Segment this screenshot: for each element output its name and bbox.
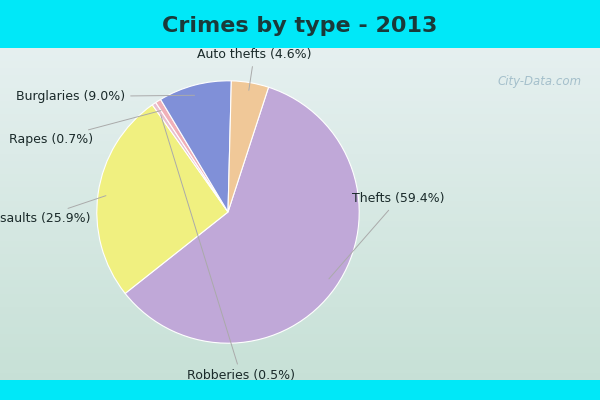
Bar: [0, 201, 600, 207]
Text: Auto thefts (4.6%): Auto thefts (4.6%): [197, 48, 311, 90]
Bar: [0, 347, 600, 354]
Bar: [0, 373, 600, 380]
Wedge shape: [156, 100, 228, 212]
Bar: [0, 207, 600, 214]
Bar: [0, 334, 600, 340]
Wedge shape: [161, 81, 232, 212]
Wedge shape: [228, 81, 269, 212]
Bar: [0, 307, 600, 314]
Bar: [0, 88, 600, 94]
Bar: [0, 74, 600, 81]
Bar: [0, 128, 600, 134]
Bar: [0, 314, 600, 320]
Text: Rapes (0.7%): Rapes (0.7%): [9, 110, 161, 146]
Bar: [0, 367, 600, 373]
Bar: [0, 61, 600, 68]
Bar: [0, 240, 600, 247]
Bar: [0, 300, 600, 307]
Bar: [0, 114, 600, 121]
Bar: [0, 221, 600, 227]
Text: Thefts (59.4%): Thefts (59.4%): [329, 192, 445, 279]
Bar: [0, 287, 600, 294]
Bar: [0, 48, 600, 55]
Text: City-Data.com: City-Data.com: [498, 74, 582, 88]
Bar: [0, 68, 600, 74]
Bar: [0, 174, 600, 181]
Wedge shape: [125, 87, 359, 343]
Text: Assaults (25.9%): Assaults (25.9%): [0, 196, 106, 225]
Wedge shape: [152, 102, 228, 212]
Bar: [0, 188, 600, 194]
Bar: [0, 274, 600, 280]
Wedge shape: [97, 105, 228, 294]
Bar: [0, 280, 600, 287]
Bar: [0, 234, 600, 240]
Text: Burglaries (9.0%): Burglaries (9.0%): [16, 90, 194, 103]
Bar: [0, 360, 600, 367]
Bar: [0, 168, 600, 174]
Bar: [0, 294, 600, 300]
Bar: [0, 254, 600, 260]
Bar: [0, 94, 600, 101]
Bar: [0, 340, 600, 347]
Bar: [0, 55, 600, 61]
Bar: [0, 327, 600, 334]
Bar: [0, 354, 600, 360]
Bar: [0, 181, 600, 188]
Bar: [0, 134, 600, 141]
Bar: [0, 320, 600, 327]
Bar: [0, 108, 600, 114]
Bar: [0, 267, 600, 274]
Bar: [0, 148, 600, 154]
Text: Robberies (0.5%): Robberies (0.5%): [161, 115, 295, 382]
Bar: [0, 154, 600, 161]
Bar: [0, 194, 600, 201]
Bar: [0, 161, 600, 168]
Bar: [0, 227, 600, 234]
Text: Crimes by type - 2013: Crimes by type - 2013: [163, 16, 437, 36]
Bar: [0, 81, 600, 88]
Bar: [0, 141, 600, 148]
Bar: [0, 214, 600, 221]
Bar: [0, 247, 600, 254]
Bar: [0, 101, 600, 108]
Bar: [0, 121, 600, 128]
Bar: [0, 260, 600, 267]
